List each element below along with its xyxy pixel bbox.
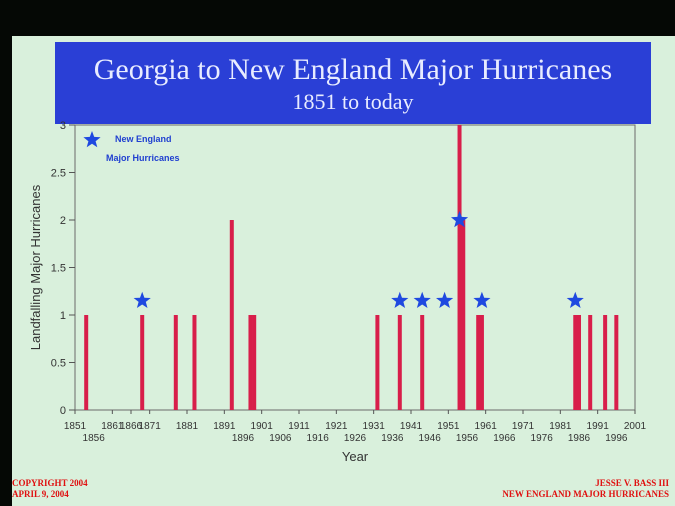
x-tick-label: 1956 bbox=[456, 433, 479, 444]
bar bbox=[252, 315, 257, 410]
x-tick-label: 1906 bbox=[269, 433, 292, 444]
x-tick-label: 1971 bbox=[512, 421, 535, 432]
author-text: JESSE V. BASS III bbox=[595, 478, 669, 488]
bar bbox=[229, 220, 234, 410]
y-tick-label: 0.5 bbox=[51, 358, 66, 370]
plot-frame bbox=[74, 124, 636, 411]
bar bbox=[192, 315, 197, 410]
bar bbox=[476, 315, 481, 410]
date-text: APRIL 9, 2004 bbox=[12, 489, 69, 499]
y-tick-label: 2 bbox=[60, 215, 66, 227]
new-england-star-marker bbox=[436, 291, 454, 308]
x-tick-label: 1961 bbox=[475, 421, 498, 432]
x-tick-label: 1951 bbox=[437, 421, 460, 432]
y-tick-label: 3 bbox=[60, 120, 66, 132]
x-tick-label: 1891 bbox=[213, 421, 236, 432]
bar bbox=[461, 220, 466, 410]
footer-left: COPYRIGHT 2004 APRIL 9, 2004 bbox=[12, 478, 88, 500]
bar bbox=[420, 315, 425, 410]
title-banner: Georgia to New England Major Hurricanes … bbox=[55, 42, 651, 124]
y-tick-label: 2.5 bbox=[51, 168, 66, 180]
chart-title: Georgia to New England Major Hurricanes bbox=[93, 53, 613, 86]
bar bbox=[397, 315, 402, 410]
x-tick-label: 1926 bbox=[344, 433, 367, 444]
x-tick-label: 1976 bbox=[531, 433, 554, 444]
x-tick-label: 1936 bbox=[381, 433, 404, 444]
x-tick-label: 1856 bbox=[83, 433, 106, 444]
x-tick-label: 1911 bbox=[288, 421, 310, 432]
x-axis-title: Year bbox=[342, 449, 369, 464]
y-tick-label: 1 bbox=[60, 310, 66, 322]
x-tick-label: 1996 bbox=[605, 433, 628, 444]
legend-label: Major Hurricanes bbox=[106, 153, 180, 163]
new-england-star-marker bbox=[391, 291, 409, 308]
bar bbox=[577, 315, 581, 410]
x-tick-label: 1881 bbox=[176, 421, 199, 432]
x-tick-label: 1866 bbox=[120, 421, 143, 432]
chart-subtitle: 1851 to today bbox=[292, 89, 414, 114]
x-tick-label: 2001 bbox=[624, 421, 647, 432]
x-tick-label: 1941 bbox=[400, 421, 423, 432]
x-tick-label: 1981 bbox=[549, 421, 572, 432]
y-axis-title: Landfalling Major Hurricanes bbox=[28, 184, 43, 350]
bar bbox=[588, 315, 593, 410]
legend-star-icon bbox=[83, 131, 101, 148]
x-tick-label: 1986 bbox=[568, 433, 591, 444]
new-england-star-marker bbox=[413, 291, 431, 308]
new-england-star-marker bbox=[473, 291, 491, 308]
bar bbox=[248, 315, 253, 410]
x-tick-label: 1871 bbox=[139, 421, 162, 432]
x-tick-label: 1991 bbox=[587, 421, 610, 432]
bar bbox=[140, 315, 145, 410]
x-tick-label: 1901 bbox=[251, 421, 274, 432]
x-tick-label: 1921 bbox=[325, 421, 348, 432]
legend-label: New England bbox=[115, 134, 172, 144]
bar bbox=[603, 315, 608, 410]
bar bbox=[457, 125, 462, 410]
footer-right: JESSE V. BASS III NEW ENGLAND MAJOR HURR… bbox=[502, 478, 669, 500]
x-tick-label: 1851 bbox=[64, 421, 87, 432]
new-england-star-marker bbox=[133, 291, 151, 308]
bar bbox=[573, 315, 578, 410]
bar bbox=[84, 315, 89, 410]
x-tick-label: 1896 bbox=[232, 433, 255, 444]
new-england-star-marker bbox=[451, 211, 469, 228]
x-tick-label: 1946 bbox=[419, 433, 442, 444]
y-tick-label: 0 bbox=[60, 405, 66, 417]
copyright-text: COPYRIGHT 2004 bbox=[12, 478, 88, 488]
bar bbox=[375, 315, 380, 410]
y-tick-label: 1.5 bbox=[51, 263, 66, 275]
new-england-star-marker bbox=[566, 291, 584, 308]
x-tick-label: 1861 bbox=[101, 421, 124, 432]
bar bbox=[479, 315, 484, 410]
bar bbox=[614, 315, 619, 410]
x-tick-label: 1931 bbox=[363, 421, 386, 432]
x-tick-label: 1916 bbox=[307, 433, 330, 444]
x-tick-label: 1966 bbox=[493, 433, 516, 444]
project-text: NEW ENGLAND MAJOR HURRICANES bbox=[502, 489, 669, 499]
bar bbox=[173, 315, 178, 410]
